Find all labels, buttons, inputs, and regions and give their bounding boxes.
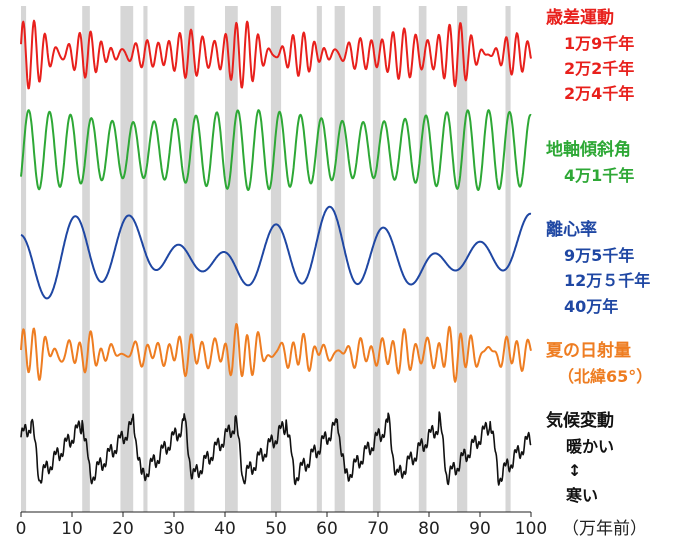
glacial-band-11 [457, 6, 468, 512]
glacial-band-4 [184, 6, 195, 512]
precession-period-2: 2万2千年 [564, 59, 635, 78]
x-tick-label-70: 70 [367, 519, 389, 539]
x-tick-label-50: 50 [265, 519, 287, 539]
glacial-band-10 [418, 6, 427, 512]
x-tick-label-60: 60 [316, 519, 338, 539]
x-tick-label-80: 80 [418, 519, 440, 539]
glacial-band-6 [270, 6, 282, 512]
x-axis: 0 10 20 30 40 50 60 70 80 90 100 （万年前） [16, 511, 647, 539]
x-tick-label-10: 10 [61, 519, 83, 539]
glacial-band-8 [334, 6, 345, 512]
climate-label: 気候変動 [546, 411, 614, 431]
glacial-bands [21, 6, 511, 512]
x-tick-label-40: 40 [214, 519, 236, 539]
eccentricity-period-2: 12万５千年 [564, 271, 651, 290]
precession-period-1: 1万9千年 [564, 34, 635, 53]
x-tick-label-20: 20 [112, 519, 134, 539]
climate-warm-label: 暖かい [566, 437, 615, 456]
obliquity-period-1: 4万1千年 [564, 166, 635, 185]
eccentricity-series-line [20, 205, 532, 300]
climate-cold-label: 寒い [566, 486, 599, 505]
x-tick-label-30: 30 [163, 519, 185, 539]
insolation-series-line [20, 323, 532, 383]
glacial-band-7 [316, 6, 322, 512]
x-tick-label-90: 90 [469, 519, 491, 539]
obliquity-label: 地軸傾斜角 [546, 140, 631, 160]
eccentricity-label: 離心率 [546, 220, 597, 240]
obliquity-series-line [20, 109, 532, 191]
glacial-band-0 [21, 6, 27, 512]
x-axis-unit: （万年前） [562, 519, 647, 539]
x-tick-label-0: 0 [16, 519, 27, 539]
insolation-label: 夏の日射量 [546, 341, 631, 361]
glacial-band-1 [82, 6, 90, 512]
x-tick-label-100: 100 [515, 519, 547, 539]
precession-label: 歳差運動 [546, 8, 614, 28]
series-lines [20, 19, 532, 486]
eccentricity-period-3: 40万年 [564, 297, 619, 316]
precession-series-line [20, 19, 532, 90]
climate-arrow-icon: ↕ [568, 461, 582, 480]
glacial-band-9 [372, 6, 381, 512]
insolation-latitude-note: （北緯65°） [558, 367, 653, 386]
glacial-band-3 [143, 6, 148, 512]
precession-period-3: 2万4千年 [564, 84, 635, 103]
glacial-band-12 [505, 6, 511, 512]
eccentricity-period-1: 9万5千年 [564, 246, 635, 265]
climate-series-line [20, 411, 532, 486]
